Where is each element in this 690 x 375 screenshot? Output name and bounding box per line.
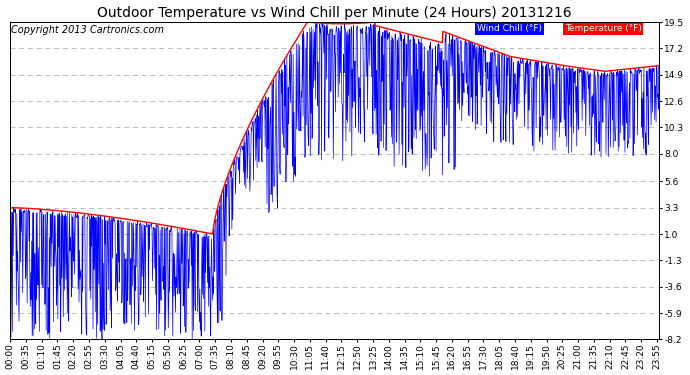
Title: Outdoor Temperature vs Wind Chill per Minute (24 Hours) 20131216: Outdoor Temperature vs Wind Chill per Mi… — [97, 6, 572, 20]
Text: Wind Chill (°F): Wind Chill (°F) — [477, 24, 542, 33]
Text: Copyright 2013 Cartronics.com: Copyright 2013 Cartronics.com — [11, 25, 164, 35]
Text: Temperature (°F): Temperature (°F) — [564, 24, 642, 33]
